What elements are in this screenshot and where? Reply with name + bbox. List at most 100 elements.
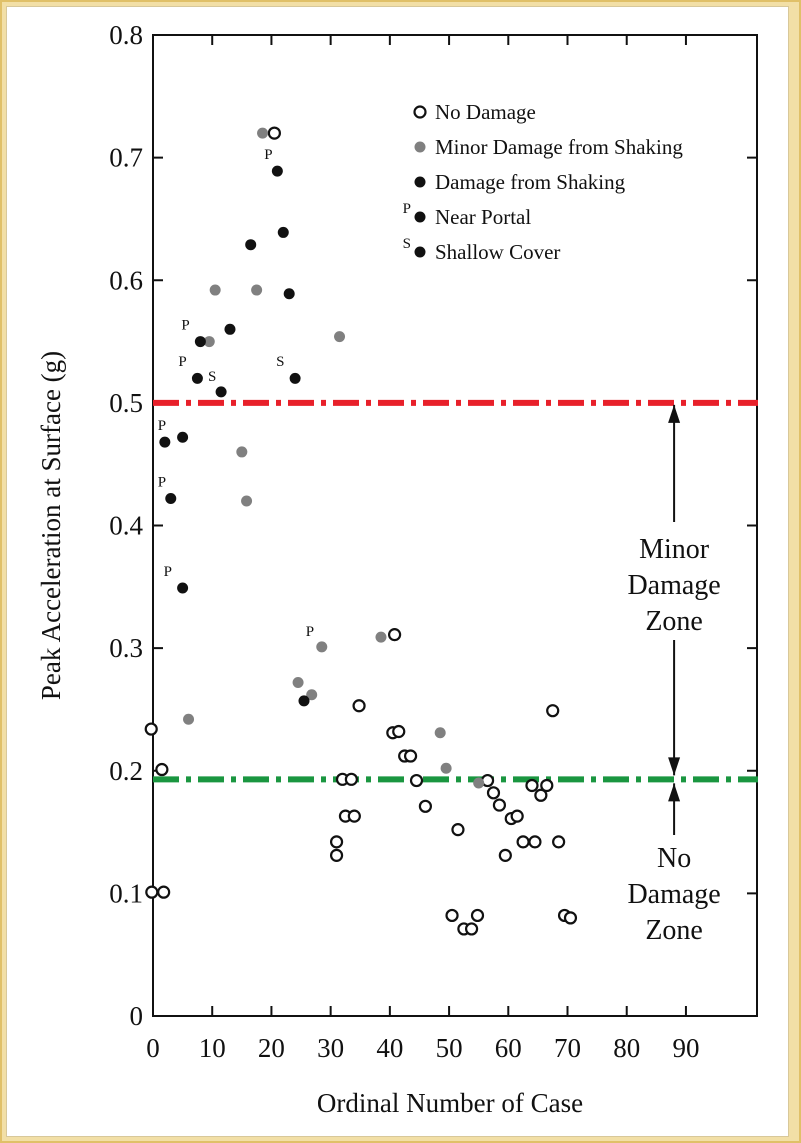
data-point-open [563,911,578,925]
data-point-open [510,809,524,823]
legend-label: Shallow Cover [435,240,560,264]
data-point-open [528,835,542,849]
x-tick-label: 60 [495,1033,522,1063]
data-point-gray [434,727,446,739]
data-point-open [329,848,344,862]
x-tick-label: 70 [554,1033,581,1063]
data-point-black [283,288,295,300]
legend-prefix: P [403,201,411,217]
data-point-open [403,749,418,763]
y-tick-label: 0.8 [109,20,143,50]
data-point-open [418,799,432,813]
point-annotation: P [158,474,166,490]
chart-panel [6,6,789,1137]
data-point-gray [251,284,263,296]
x-tick-label: 50 [436,1033,463,1063]
data-point-black [194,336,206,348]
data-point-open [145,885,159,899]
data-point-open [155,762,169,777]
data-point-open [546,704,560,718]
data-point-gray [203,336,215,348]
x-tick-label: 30 [317,1033,344,1063]
data-point-black [165,493,177,505]
legend-marker-open [413,105,427,119]
data-point-gray [292,676,304,688]
no-damage-zone-label: Zone [645,915,703,946]
data-point-open [525,778,539,793]
legend-prefix: S [403,236,411,252]
data-point-open [552,835,566,849]
data-point-black [159,436,171,448]
data-point-gray [236,446,248,458]
data-point-open [445,908,459,923]
data-point-black [271,165,283,177]
point-annotation: P [181,317,189,333]
data-point-open [516,835,530,849]
data-point-gray [257,127,269,139]
y-tick-label: 0.6 [109,265,143,295]
data-point-open [451,823,465,837]
legend-marker-black [414,211,426,223]
point-annotation: P [178,354,186,370]
x-tick-label: 0 [146,1033,160,1063]
data-point-black [289,372,301,384]
point-annotation: P [306,624,314,640]
data-point-open [392,724,406,739]
data-point-open [267,126,281,140]
minor-damage-zone-label: Damage [627,570,720,601]
y-tick-label: 0 [130,1001,144,1031]
data-point-black [298,695,310,707]
data-point-gray [440,762,452,774]
minor-damage-zone-label: Zone [645,606,703,637]
legend-marker-black [414,246,426,258]
x-tick-label: 90 [672,1033,699,1063]
legend-label: Near Portal [435,205,531,229]
x-axis-title: Ordinal Number of Case [317,1088,583,1118]
data-point-open [388,628,402,642]
data-point-black [277,226,289,238]
data-point-black [245,239,257,251]
x-tick-label: 80 [613,1033,640,1063]
data-point-gray [473,777,485,789]
y-tick-label: 0.4 [109,511,143,541]
y-tick-label: 0.3 [109,633,143,663]
data-point-open [534,788,548,802]
no-damage-zone-label: No [657,843,691,874]
data-point-open [344,772,358,786]
data-point-open [157,885,171,899]
point-annotation: S [276,354,284,370]
data-point-open [409,773,424,788]
data-point-black [177,431,189,443]
legend-label: Minor Damage from Shaking [435,135,683,159]
point-annotation: P [158,418,166,434]
data-point-gray [334,331,346,343]
data-point-open [540,778,554,793]
data-point-black [224,323,236,335]
y-tick-label: 0.1 [109,878,143,908]
data-point-gray [183,713,195,725]
data-point-gray [209,284,221,296]
legend-marker-black [414,176,426,188]
data-point-gray [375,631,387,643]
data-point-open [492,798,507,812]
point-annotation: P [264,147,272,163]
no-damage-zone-up-arrow-head [668,783,681,802]
y-tick-label: 0.2 [109,756,143,786]
data-point-black [191,372,203,384]
legend-label: No Damage [435,100,536,124]
data-point-open [470,908,485,923]
y-tick-label: 0.7 [109,143,143,173]
data-point-open [144,722,158,736]
data-point-gray [306,689,318,701]
data-point-black [177,582,189,594]
x-tick-label: 10 [199,1033,226,1063]
legend-marker-gray [414,141,426,153]
data-point-gray [316,641,328,653]
data-point-open [352,699,366,713]
x-tick-label: 40 [376,1033,403,1063]
x-tick-label: 20 [258,1033,285,1063]
point-annotation: P [164,564,172,580]
data-point-open [498,848,512,862]
